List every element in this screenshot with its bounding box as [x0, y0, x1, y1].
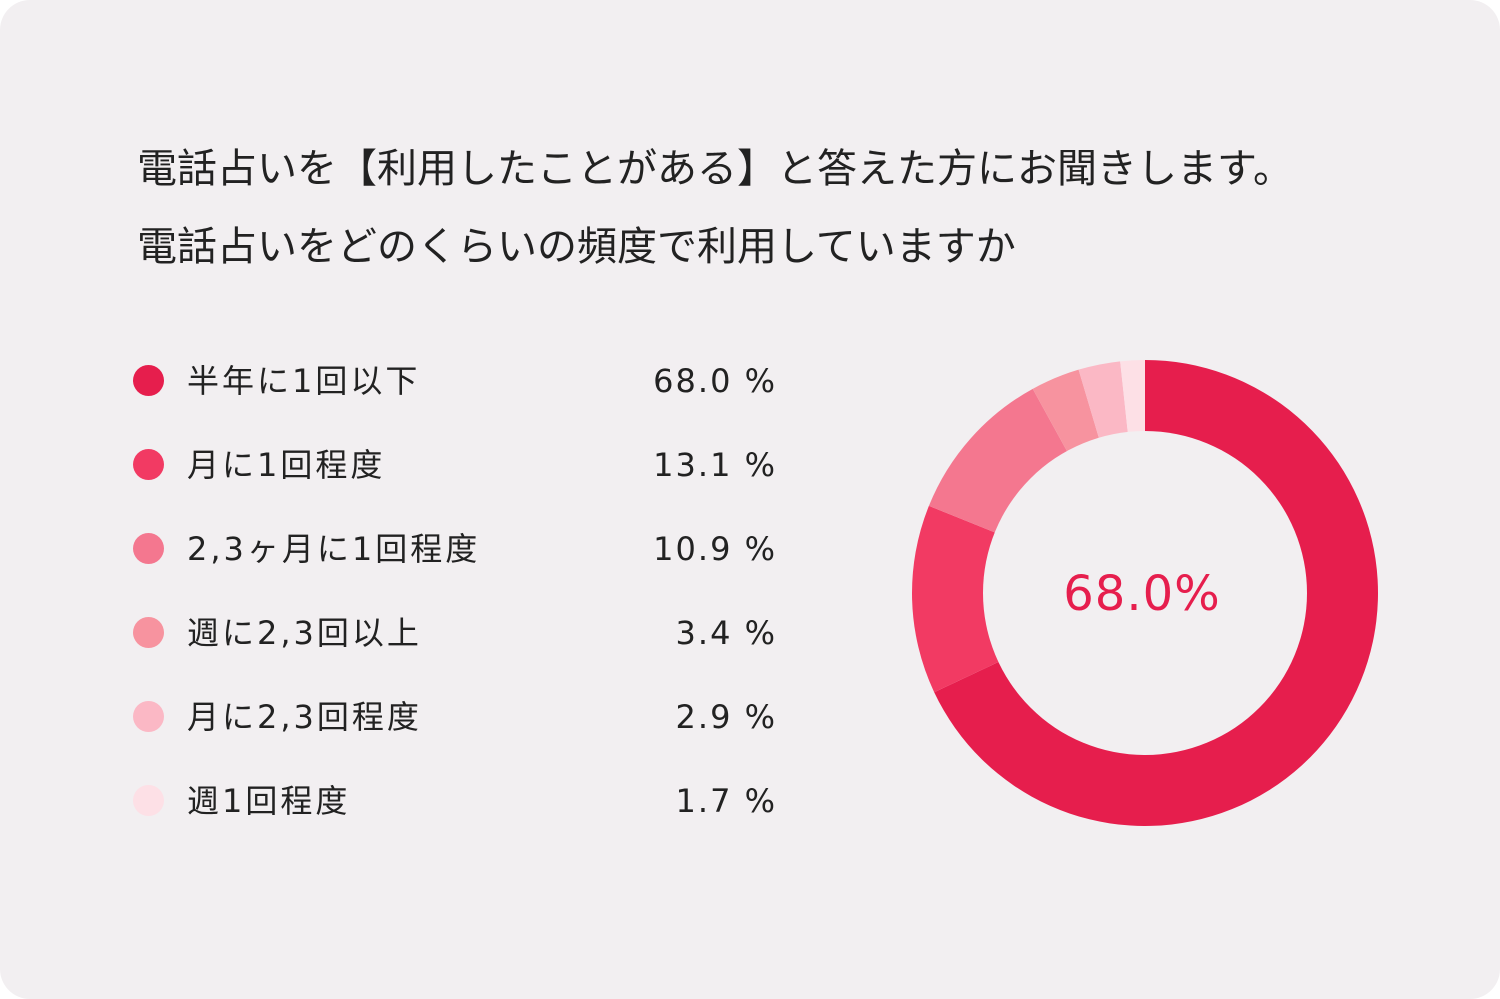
legend-swatch	[133, 617, 164, 648]
legend-value: 68.0 %	[653, 362, 777, 400]
legend-swatch	[133, 449, 164, 480]
legend-item: 月に1回程度 13.1 %	[133, 438, 793, 522]
donut-hole	[983, 431, 1307, 755]
legend-value: 13.1 %	[653, 446, 777, 484]
legend-label: 月に2,3回程度	[187, 698, 422, 736]
legend-item: 週1回程度 1.7 %	[133, 774, 793, 858]
legend: 半年に1回以下 68.0 % 月に1回程度 13.1 % 2,3ヶ月に1回程度 10.9 …	[133, 354, 793, 858]
legend-label: 月に1回程度	[187, 446, 386, 484]
legend-value: 3.4 %	[675, 614, 777, 652]
legend-item: 週に2,3回以上 3.4 %	[133, 606, 793, 690]
chart-title: 電話占いを【利用したことがある】と答えた方にお聞きします。 電話占いをどのくらい…	[137, 130, 1437, 286]
title-line-1: 電話占いを【利用したことがある】と答えた方にお聞きします。	[137, 146, 1293, 192]
legend-label: 2,3ヶ月に1回程度	[187, 530, 481, 568]
legend-label: 週に2,3回以上	[187, 614, 422, 652]
donut-chart: 68.0%	[912, 360, 1378, 826]
legend-item: 半年に1回以下 68.0 %	[133, 354, 793, 438]
legend-value: 10.9 %	[653, 530, 777, 568]
legend-swatch	[133, 533, 164, 564]
legend-swatch	[133, 785, 164, 816]
legend-swatch	[133, 701, 164, 732]
legend-item: 2,3ヶ月に1回程度 10.9 %	[133, 522, 793, 606]
legend-value: 2.9 %	[675, 698, 777, 736]
legend-item: 月に2,3回程度 2.9 %	[133, 690, 793, 774]
title-line-2: 電話占いをどのくらいの頻度で利用していますか	[137, 224, 1016, 270]
legend-value: 1.7 %	[675, 782, 777, 820]
center-value-label: 68.0%	[1063, 566, 1220, 622]
legend-label: 週1回程度	[187, 782, 351, 820]
legend-label: 半年に1回以下	[187, 362, 421, 400]
legend-swatch	[133, 365, 164, 396]
